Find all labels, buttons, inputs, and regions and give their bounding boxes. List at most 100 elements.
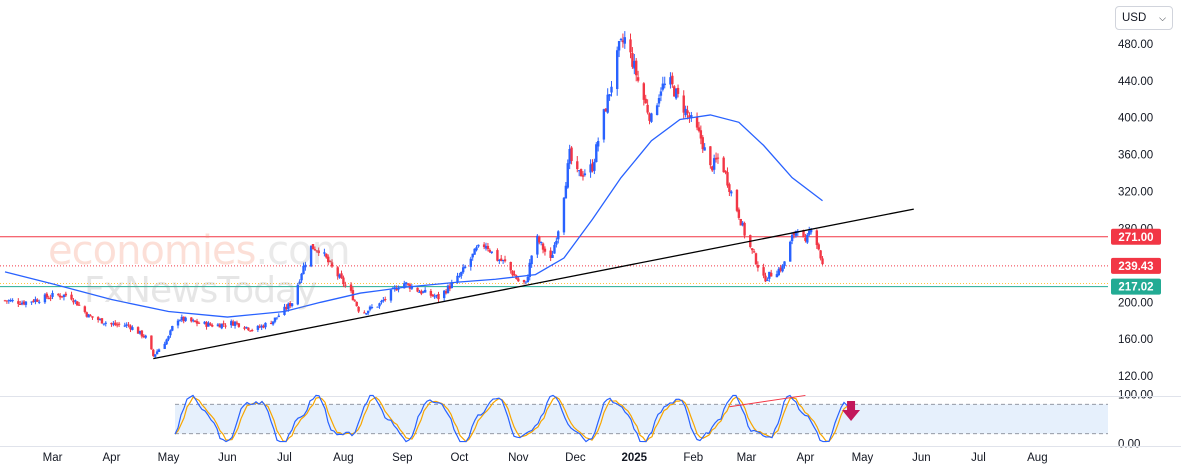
candle-body [595, 144, 598, 163]
oscillator-band [175, 404, 1108, 434]
candle-body [285, 307, 288, 310]
down-arrow-icon [842, 401, 861, 421]
candle-body [817, 244, 820, 250]
candle-body [140, 330, 144, 337]
time-tick-label: Aug [1027, 452, 1047, 464]
time-tick-label: Jul [971, 452, 986, 464]
candle-body [490, 251, 493, 254]
candle-body [243, 327, 246, 329]
candle-body [659, 91, 663, 96]
candlestick-series [3, 31, 824, 359]
candle-body [617, 41, 621, 51]
osc-tick-label: 0.00 [1118, 439, 1140, 451]
candle-body [498, 260, 501, 262]
candle-body [648, 113, 651, 121]
trendline[interactable] [153, 208, 914, 360]
candle-body [302, 265, 305, 275]
candle-body [538, 236, 541, 243]
candle-body [150, 335, 153, 350]
candle-body [7, 300, 11, 302]
candle-body [623, 37, 627, 44]
candle-body [701, 137, 704, 150]
candle-body [296, 284, 299, 305]
candle-body [233, 321, 237, 326]
candle-body [644, 98, 647, 104]
candle-body [709, 146, 712, 166]
candle-body [423, 289, 427, 293]
candle-body [3, 300, 7, 302]
candle-body [328, 261, 332, 263]
candle-body [182, 316, 185, 322]
candle-body [650, 113, 653, 122]
candle-body [442, 290, 446, 299]
candle-body [404, 282, 408, 285]
candle-body [76, 301, 79, 306]
candle-body [513, 274, 516, 276]
time-axis: Mar Apr May Jun Jul Aug Sep Oct Nov Dec 2025 Feb Mar… [43, 452, 1048, 464]
candle-body [17, 301, 20, 304]
candle-body [336, 267, 339, 277]
candle-body [163, 343, 166, 349]
price-tick-label: 160.00 [1118, 334, 1153, 346]
candle-body [77, 304, 81, 306]
candle-body [420, 290, 423, 294]
candle-body [621, 40, 625, 43]
candle-body [288, 302, 292, 307]
price-tick-label: 360.00 [1118, 150, 1153, 162]
candle-body [524, 281, 528, 283]
candle-body [298, 281, 301, 284]
candle-body [608, 94, 611, 97]
candle-body [437, 293, 440, 300]
currency-select[interactable]: USD ⌵ [1115, 6, 1173, 30]
candle-body [138, 330, 142, 334]
candle-body [83, 306, 87, 312]
candle-body [551, 254, 554, 258]
candle-body [646, 104, 649, 113]
time-tick-label: 2025 [622, 452, 648, 464]
time-tick-label: Nov [508, 452, 529, 464]
price-tick-label: 200.00 [1118, 297, 1153, 309]
candle-body [91, 316, 94, 318]
candle-body [714, 157, 718, 160]
candle-body [353, 300, 357, 302]
candle-body [169, 330, 172, 336]
candle-body [395, 288, 398, 291]
candle-body [249, 330, 252, 332]
candle-body [789, 241, 792, 262]
candle-body [117, 323, 121, 325]
candle-body [45, 293, 49, 298]
candle-body [606, 94, 609, 113]
candle-body [636, 77, 640, 81]
candle-body [180, 316, 184, 320]
candle-body [566, 163, 569, 188]
candle-body [167, 336, 170, 340]
candle-body [475, 247, 478, 251]
candle-body [695, 117, 699, 128]
candle-body [176, 320, 180, 326]
candle-body [38, 301, 41, 303]
candle-body [716, 157, 720, 159]
candle-body [456, 275, 459, 283]
candle-body [754, 253, 758, 265]
candle-body [406, 283, 410, 285]
candle-body [165, 339, 168, 345]
candle-body [661, 83, 665, 90]
candle-body [342, 277, 345, 285]
candle-body [144, 335, 147, 338]
candle-body [152, 349, 155, 356]
candle-body [256, 325, 260, 330]
candle-body [19, 304, 22, 306]
candle-body [136, 327, 140, 334]
candle-body [528, 262, 531, 277]
candle-body [51, 292, 54, 297]
candle-body [663, 83, 666, 86]
candle-body [224, 325, 227, 327]
candle-body [530, 255, 533, 265]
stochastic-k-line [174, 394, 851, 443]
candle-body [484, 246, 488, 249]
candle-body [602, 109, 606, 140]
candle-body [642, 83, 646, 100]
candle-body [355, 301, 358, 307]
candle-body [115, 324, 119, 326]
